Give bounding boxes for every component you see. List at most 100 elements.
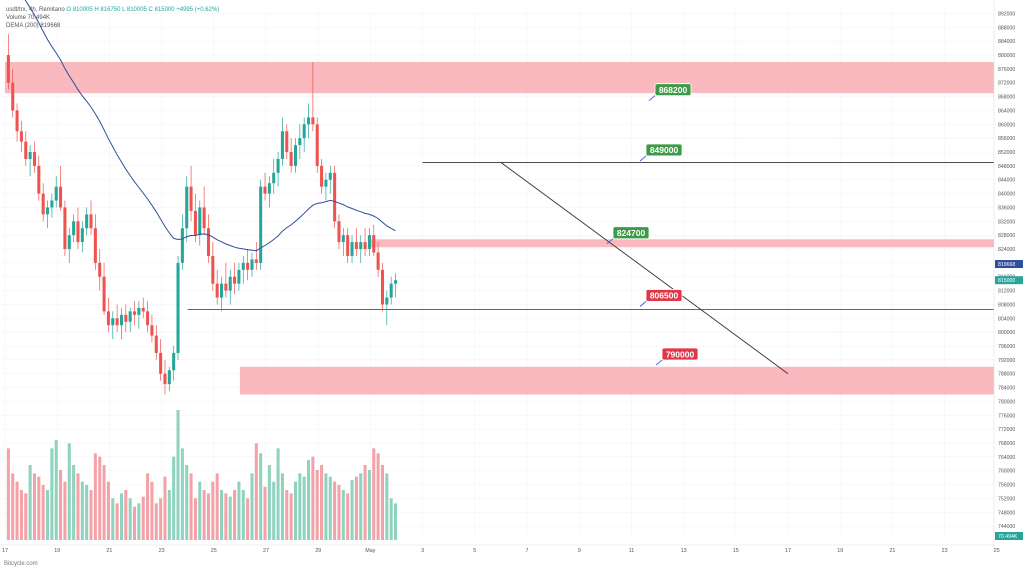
symbol-label: usdt/trx, 4h, Remitano <box>6 7 65 13</box>
volume-bar <box>46 490 50 540</box>
candle <box>324 172 328 201</box>
candle <box>24 131 28 166</box>
candle <box>246 249 250 281</box>
price-tag <box>995 276 1023 285</box>
price-tag-text: 819668 <box>998 262 1015 268</box>
volume-bar <box>272 481 276 540</box>
price-tick: 848000 <box>998 164 1015 170</box>
price-tick: 748000 <box>998 510 1015 516</box>
zone-1 <box>370 239 994 248</box>
volume-bar <box>193 498 197 540</box>
volume-bar <box>15 481 19 540</box>
price-tick: 768000 <box>998 441 1015 447</box>
price-tick: 744000 <box>998 524 1015 530</box>
time-tick: 25 <box>994 548 1000 554</box>
volume-bar <box>37 476 41 540</box>
time-tick: 13 <box>681 548 687 554</box>
volume-bar <box>324 473 328 540</box>
volume-bar <box>32 473 36 540</box>
volume-bar <box>50 448 54 540</box>
candle <box>50 193 54 218</box>
time-tick: 7 <box>526 548 529 554</box>
price-tick: 800000 <box>998 330 1015 336</box>
candle <box>28 145 32 177</box>
volume-bar <box>394 503 398 540</box>
price-tick: 764000 <box>998 455 1015 461</box>
candle <box>111 311 115 340</box>
candle <box>385 290 389 326</box>
price-tick: 836000 <box>998 205 1015 211</box>
volume-bar <box>363 465 367 540</box>
brand-text: Bitcycle.com <box>4 561 38 567</box>
candle <box>376 242 380 277</box>
candles <box>6 34 398 395</box>
volume-bar <box>202 490 206 540</box>
candle <box>19 120 23 153</box>
volume-bar <box>254 443 258 540</box>
candle <box>6 34 10 90</box>
price-tick: 752000 <box>998 496 1015 502</box>
candle <box>307 103 311 139</box>
volume-bar <box>146 473 150 540</box>
candle <box>215 269 219 305</box>
candle <box>237 262 241 291</box>
volume-bar <box>154 503 158 540</box>
candle <box>363 228 367 256</box>
candle <box>37 155 41 201</box>
candle <box>259 179 263 270</box>
time-axis[interactable]: 17 19 21 23 25 27 29 May 3 5 7 9 11 13 15 17 19 21 23 25 <box>0 544 1000 554</box>
candle <box>93 214 97 270</box>
time-tick: May <box>365 548 375 554</box>
price-axis-bg <box>994 0 1024 570</box>
candle <box>180 214 184 270</box>
candle <box>198 200 202 246</box>
volume-bar <box>215 473 219 540</box>
volume-bar <box>189 473 193 540</box>
time-tick: 29 <box>315 548 321 554</box>
annotation-label: 868200 <box>648 83 692 102</box>
volume-bar <box>89 490 93 540</box>
annotation-label: 790000 <box>655 347 699 366</box>
price-tick: 840000 <box>998 192 1015 198</box>
price-tick: 780000 <box>998 399 1015 405</box>
price-axis[interactable]: 892000 888000 884000 880000 876000 872000 8680… <box>993 0 1024 570</box>
candle <box>254 242 258 270</box>
candle <box>263 172 267 201</box>
candle <box>32 141 36 173</box>
candle <box>115 304 119 333</box>
volume-bar <box>311 456 315 540</box>
volume-bar <box>111 498 115 540</box>
candle <box>67 228 71 263</box>
candle <box>163 359 167 395</box>
candle <box>389 276 393 305</box>
candle <box>250 252 254 277</box>
volume-bar <box>315 470 319 540</box>
candle <box>328 165 332 194</box>
price-tick: 760000 <box>998 469 1015 475</box>
volume-bar <box>354 476 358 540</box>
volume-bar <box>267 465 271 540</box>
time-tick: 23 <box>159 548 165 554</box>
time-tick: 27 <box>263 548 269 554</box>
volume-bar <box>228 496 232 540</box>
volume-bar <box>59 470 63 540</box>
volume-bar <box>85 485 89 540</box>
candle <box>189 165 193 222</box>
volume-bar <box>185 465 189 540</box>
volume-bar <box>102 465 106 540</box>
volume-readout: Volume 70.494K <box>6 15 51 21</box>
candle <box>211 242 215 291</box>
volume-bar <box>285 490 289 540</box>
volume-bar <box>80 481 84 540</box>
candle <box>137 300 141 329</box>
candle <box>228 269 232 305</box>
candle <box>193 193 197 243</box>
volume-bar <box>163 476 167 540</box>
time-tick: 17 <box>785 548 791 554</box>
candle <box>11 68 15 118</box>
annotation-text: 790000 <box>666 349 695 359</box>
trendline[interactable] <box>500 162 789 375</box>
candle <box>333 165 337 229</box>
candle <box>63 200 67 256</box>
